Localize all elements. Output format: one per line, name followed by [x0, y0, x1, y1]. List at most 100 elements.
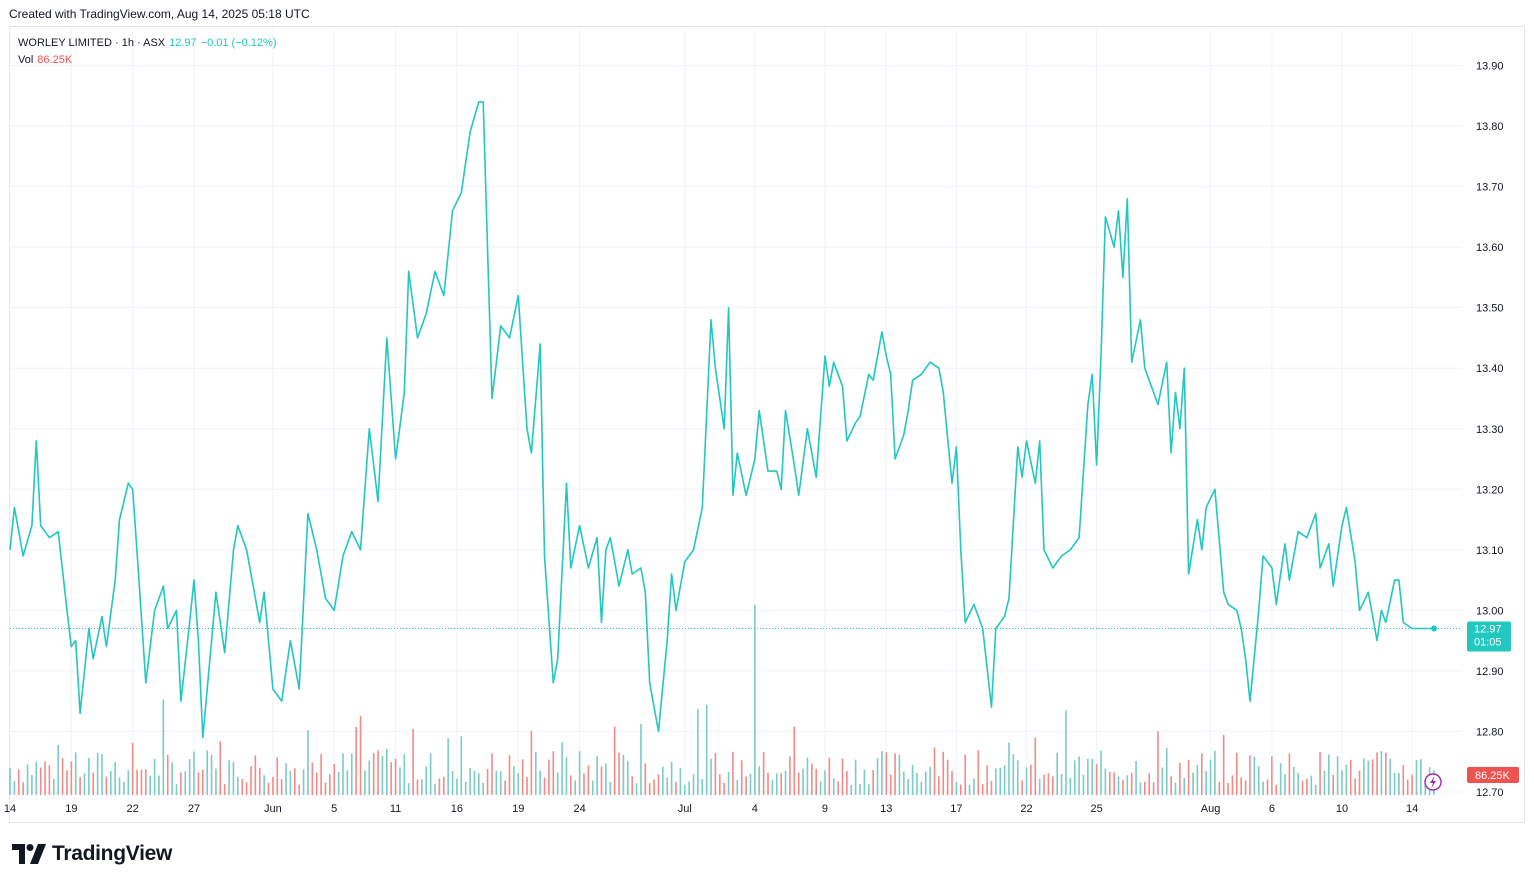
tradingview-logo[interactable]: TradingView [12, 842, 172, 866]
symbol-title[interactable]: WORLEY LIMITED · 1h · ASX [18, 37, 166, 49]
volume-bar [894, 753, 896, 795]
volume-bar [123, 781, 125, 795]
volume-bar [298, 784, 300, 795]
volume-bar [136, 769, 138, 795]
volume-bar [1117, 776, 1120, 795]
volume-bar [758, 766, 761, 795]
volume-bar [521, 759, 524, 795]
grid-lines [9, 28, 1462, 795]
volume-bar [469, 768, 471, 795]
volume-bar [889, 774, 892, 795]
volume-bar [885, 752, 888, 795]
volume-bar [13, 780, 16, 795]
time-axis: 14 19 22 27 Jun 5 11 16 19 24 Jul 4 9 13 17 22 25 Aug 6 10 1… [4, 803, 1418, 815]
volume-bar [429, 753, 432, 795]
volume-bar [881, 751, 883, 795]
volume-bar [1279, 763, 1282, 795]
volume-bar [1266, 779, 1269, 795]
volume-bars [9, 605, 1435, 795]
x-tick-label: 25 [1090, 803, 1102, 815]
volume-bar [1218, 781, 1221, 795]
volume-bar [355, 726, 357, 795]
volume-bar [333, 763, 336, 795]
volume-bar [1034, 737, 1037, 795]
volume-bar [1012, 754, 1015, 795]
legend-price: 12.97 [169, 37, 197, 49]
volume-bar [767, 772, 769, 795]
volume-bar [324, 782, 327, 795]
volume-bar [421, 779, 423, 795]
volume-bar [48, 765, 51, 795]
volume-bar [872, 769, 874, 795]
volume-bar [267, 782, 270, 795]
volume-bar [1231, 775, 1234, 795]
volume-bar [683, 784, 686, 795]
volume-bar [714, 753, 717, 795]
x-tick-label: 14 [1406, 803, 1418, 815]
volume-bar [482, 782, 485, 795]
volume-bar [1367, 760, 1370, 795]
volume-bar [846, 771, 848, 795]
lightning-icon[interactable] [1424, 773, 1442, 791]
volume-bar [771, 779, 774, 795]
volume-bar [697, 709, 699, 795]
volume-bar [622, 754, 625, 795]
volume-bar [237, 776, 239, 795]
y-tick-label: 13.70 [1476, 182, 1504, 194]
volume-bar [775, 773, 778, 795]
volume-bar [675, 781, 677, 795]
volume-bar [938, 776, 940, 795]
volume-bar [1424, 780, 1427, 795]
volume-bar [329, 774, 331, 795]
volume-bar [399, 767, 401, 795]
volume-bar [924, 771, 927, 795]
volume-bar [1319, 751, 1321, 795]
volume-bar [587, 765, 590, 795]
volume-bar [39, 767, 42, 795]
volume-bar [346, 770, 349, 795]
volume-bar [907, 779, 910, 795]
volume-bar [241, 779, 244, 795]
volume-bar [434, 783, 436, 795]
volume-bar [596, 756, 598, 795]
volume-bar [688, 781, 690, 795]
volume-bar [17, 769, 20, 795]
volume-bar [166, 754, 169, 795]
volume-bar [412, 729, 414, 795]
volume-bar [911, 764, 914, 795]
volume-bar [1078, 756, 1080, 795]
volume-bar [438, 778, 441, 795]
volume-bar [811, 763, 813, 795]
volume-legend-label[interactable]: Vol [18, 54, 34, 66]
volume-bar [1275, 784, 1278, 795]
volume-bar [394, 758, 397, 795]
volume-bar [294, 768, 296, 795]
volume-bar [662, 766, 664, 795]
volume-bar [1354, 778, 1356, 795]
volume-bar [552, 751, 555, 795]
volume-bar [626, 761, 629, 795]
volume-bar [981, 784, 984, 795]
legend-change: −0.01 (−0.12%) [200, 37, 277, 49]
volume-bar [364, 770, 366, 795]
volume-bar [1165, 748, 1168, 795]
volume-bar [26, 764, 29, 795]
volume-bar [644, 763, 647, 795]
volume-bar [1183, 778, 1186, 795]
volume-bar [837, 781, 839, 795]
x-tick-label: Aug [1201, 803, 1221, 815]
volume-bar [1398, 773, 1400, 795]
volume-bar [1222, 734, 1225, 795]
volume-bar [876, 758, 879, 795]
volume-bar [859, 783, 861, 795]
volume-bar [517, 772, 520, 795]
volume-bar [841, 758, 844, 795]
volume-bar [1144, 781, 1146, 795]
volume-bar [447, 738, 449, 795]
volume-bar [977, 750, 980, 795]
volume-bar [543, 777, 546, 795]
volume-bar [789, 756, 791, 795]
volume-bar [1380, 751, 1383, 795]
volume-bar [258, 767, 261, 795]
